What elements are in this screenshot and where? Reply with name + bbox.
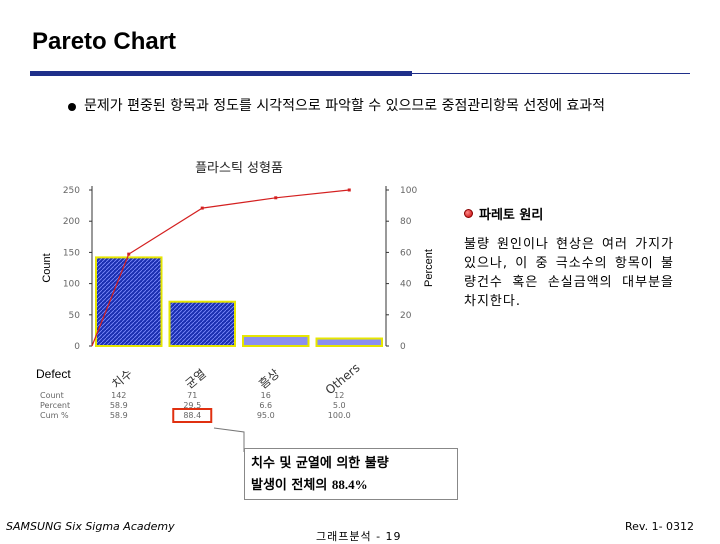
y2-tick-label: 20 bbox=[400, 311, 412, 321]
y2-tick-label: 100 bbox=[400, 186, 417, 196]
table-row-label: Count bbox=[40, 391, 64, 400]
callout-line2: 발생이 전체의 88.4% bbox=[251, 474, 451, 496]
table-cell: 29.5 bbox=[183, 401, 201, 410]
table-cell: 58.9 bbox=[110, 401, 128, 410]
category-label: 균열 bbox=[183, 366, 209, 391]
y-tick-label: 50 bbox=[69, 311, 81, 321]
bullet-text: 문제가 편중된 항목과 정도를 시각적으로 파악할 수 있으므로 중점관리항목 … bbox=[84, 98, 606, 114]
footer-page: 그래프분석 - 19 bbox=[316, 530, 402, 543]
cumulative-point bbox=[127, 252, 131, 256]
category-label: 흠상 bbox=[256, 366, 282, 391]
principle-body: 불량 원인이나 현상은 여러 가지가 있으나, 이 중 극소수의 항목이 불량건… bbox=[464, 237, 674, 309]
table-cell: 12 bbox=[334, 391, 344, 400]
footer-academy: SAMSUNG Six Sigma Academy bbox=[6, 520, 175, 533]
principle-heading: 파레토 원리 bbox=[479, 208, 544, 223]
callout-line2-prefix: 발생이 전체의 bbox=[251, 478, 332, 493]
y2-tick-label: 40 bbox=[400, 280, 412, 290]
table-row-label: Percent bbox=[40, 401, 70, 410]
footer-revision: Rev. 1- 0312 bbox=[625, 520, 695, 533]
y-tick-label: 250 bbox=[63, 186, 80, 196]
callout-box: 치수 및 균열에 의한 불량 발생이 전체의 88.4% bbox=[244, 448, 458, 500]
x-axis-title: Defect bbox=[36, 367, 71, 381]
title-rule-thick bbox=[30, 71, 412, 76]
y2-tick-label: 60 bbox=[400, 248, 412, 258]
pareto-chart: 플라스틱 성형품 0 50 100 150 200 250 0 20 40 60 80 100 Count… bbox=[36, 161, 435, 423]
table-cell: 5.0 bbox=[333, 401, 346, 410]
y2-tick-label: 0 bbox=[400, 342, 406, 352]
bar bbox=[95, 256, 163, 347]
callout-line1: 치수 및 균열에 의한 불량 bbox=[251, 456, 389, 471]
y2-axis-title: Percent bbox=[423, 249, 435, 287]
cumulative-point bbox=[200, 206, 204, 210]
y-tick-label: 150 bbox=[63, 248, 80, 258]
y-tick-label: 200 bbox=[63, 217, 80, 227]
y-axis-title: Count bbox=[41, 253, 53, 282]
highlight-box bbox=[172, 408, 213, 423]
table-row-label: Cum % bbox=[40, 411, 69, 420]
y2-tick-label: 80 bbox=[400, 217, 412, 227]
table-cell: 95.0 bbox=[257, 411, 275, 420]
cumulative-point bbox=[274, 196, 278, 200]
slide-title: Pareto Chart bbox=[32, 28, 177, 55]
bar bbox=[242, 335, 310, 348]
bar bbox=[168, 300, 236, 347]
table-cell: 6.6 bbox=[259, 401, 272, 410]
cumulative-point bbox=[347, 188, 351, 192]
category-label: 치수 bbox=[109, 366, 135, 391]
y-tick-label: 0 bbox=[74, 342, 80, 352]
bullet-icon bbox=[68, 103, 76, 111]
y-tick-label: 100 bbox=[63, 280, 80, 290]
table-cell: 100.0 bbox=[328, 411, 351, 420]
callout-value: 88.4% bbox=[331, 477, 368, 492]
table-cell: 88.4 bbox=[183, 411, 201, 420]
pareto-principle-box: 파레토 원리 불량 원인이나 현상은 여러 가지가 있으나, 이 중 극소수의 … bbox=[464, 204, 674, 311]
table-cell: 58.9 bbox=[110, 411, 128, 420]
table-cell: 142 bbox=[111, 391, 126, 400]
table-cell: 16 bbox=[261, 391, 271, 400]
table-cell: 71 bbox=[187, 391, 197, 400]
bullet-dot-icon bbox=[464, 209, 473, 218]
chart-title: 플라스틱 성형품 bbox=[195, 161, 283, 176]
title-rule-thin bbox=[412, 73, 690, 74]
bar bbox=[315, 337, 383, 347]
